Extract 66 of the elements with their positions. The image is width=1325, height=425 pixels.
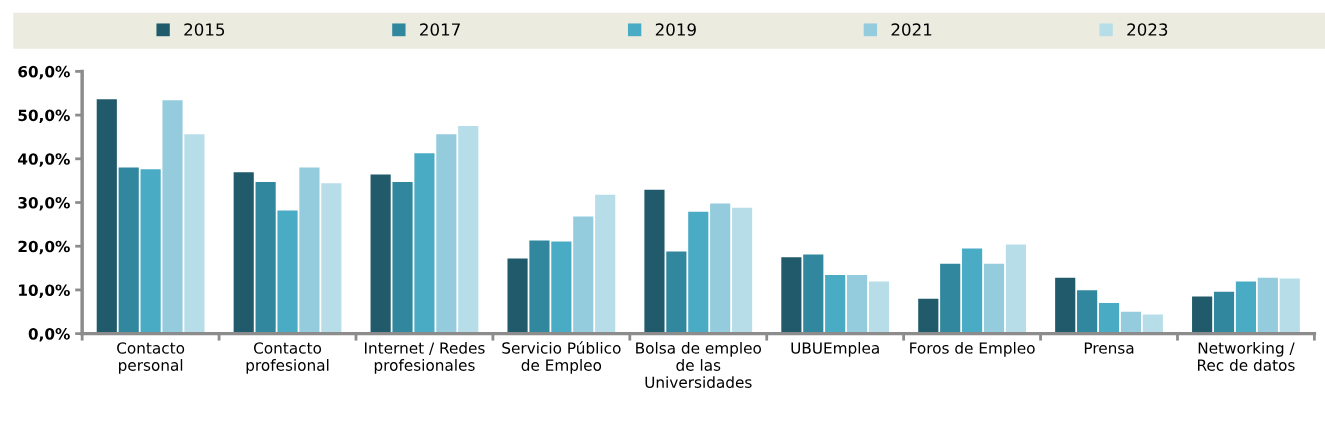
bar	[847, 275, 868, 334]
x-tick-label: Prensa	[1084, 342, 1134, 354]
bar	[1279, 278, 1300, 334]
bar	[321, 183, 342, 334]
y-tick-label: 10,0%	[19, 284, 70, 298]
bar	[118, 167, 139, 334]
y-tick-label: 50,0%	[18, 109, 70, 124]
bar	[162, 100, 183, 334]
bar	[184, 134, 205, 334]
bar	[1235, 281, 1257, 334]
bar	[781, 257, 802, 334]
bar	[1077, 290, 1098, 334]
bar	[1098, 303, 1120, 334]
x-tick-label: Internet / Redes profesionales	[364, 341, 485, 374]
y-tick-label: 0,0%	[28, 328, 70, 342]
bar	[458, 126, 479, 334]
bar	[299, 167, 320, 334]
bar	[255, 181, 276, 334]
bar	[803, 254, 824, 334]
y-tick-label: 20,0%	[18, 240, 70, 255]
x-tick-label: Contacto personal	[117, 342, 185, 374]
bar	[1257, 277, 1278, 334]
legend-label: 2019	[655, 23, 696, 36]
bar	[96, 99, 117, 334]
bar	[436, 134, 457, 334]
bar	[666, 251, 687, 334]
bar	[1142, 314, 1163, 334]
bar	[414, 153, 435, 334]
legend-label: 2023	[1127, 23, 1168, 36]
x-tick-label: Foros de Empleo	[910, 341, 1035, 357]
x-tick-label: Servicio Público de Empleo	[502, 341, 621, 374]
bar	[983, 263, 1005, 334]
x-tick-label: Bolsa de empleo de las Universidades	[636, 341, 762, 388]
bar	[370, 174, 391, 334]
bar	[868, 281, 890, 334]
legend-label: 2017	[420, 23, 460, 36]
bar	[644, 189, 665, 334]
legend-label: 2015	[184, 23, 225, 36]
y-tick-label: 30,0%	[18, 196, 70, 211]
bar	[825, 275, 846, 334]
bar	[573, 216, 594, 334]
bar	[940, 263, 961, 334]
bar	[277, 210, 298, 334]
bar	[1005, 244, 1026, 334]
bar	[529, 240, 550, 334]
bar	[732, 207, 753, 334]
bar	[688, 211, 709, 334]
bar	[507, 258, 528, 334]
bar	[1192, 296, 1213, 334]
y-tick-label: 60,0%	[18, 65, 70, 80]
legend-label: 2021	[891, 23, 932, 36]
x-tick-label: UBUEmplea	[791, 341, 879, 357]
bar	[918, 298, 939, 334]
bar	[1055, 277, 1076, 334]
bar	[595, 194, 616, 334]
bar	[710, 203, 731, 334]
bar	[233, 172, 254, 334]
x-tick-label: Contacto profesional	[246, 342, 329, 374]
bar	[140, 169, 161, 334]
bar	[1213, 291, 1235, 334]
bar	[1120, 311, 1142, 334]
y-tick-label: 40,0%	[18, 153, 70, 167]
x-tick-label: Networking / Rec de datos	[1197, 341, 1295, 371]
bar	[392, 181, 413, 334]
bar	[551, 241, 572, 334]
bar	[962, 248, 983, 334]
